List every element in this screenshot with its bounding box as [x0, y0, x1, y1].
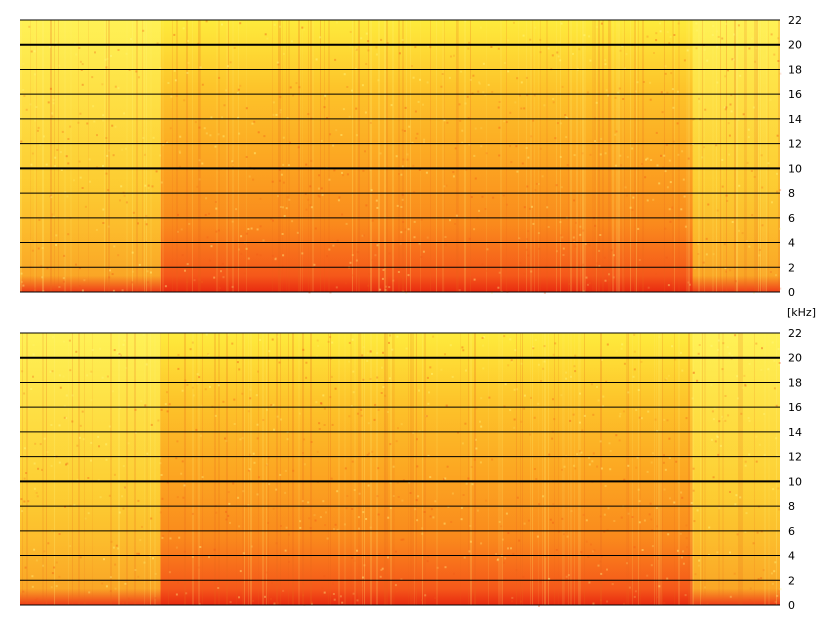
y-tick-label: 8 — [788, 500, 795, 513]
quiet-region-0 — [20, 20, 161, 292]
y-tick-label: 0 — [788, 286, 795, 299]
y-tick-label: 22 — [788, 14, 802, 27]
spectral-streaks — [22, 333, 777, 605]
spectral-speckle — [20, 333, 782, 607]
quiet-region-1 — [692, 333, 780, 605]
y-tick-label: 14 — [788, 113, 802, 126]
y-tick-label: 22 — [788, 327, 802, 340]
y-tick-label: 16 — [788, 401, 802, 414]
y-tick-label: 4 — [788, 550, 795, 563]
y-tick-label: 16 — [788, 88, 802, 101]
y-tick-label: 14 — [788, 426, 802, 439]
spectrogram-panel-bottom: 0 2 4 6 8 10 12 14 16 18 20 22 — [20, 327, 802, 612]
y-tick-label: 10 — [788, 475, 802, 488]
y-tick-label: 18 — [788, 63, 802, 76]
y-tick-label: 8 — [788, 187, 795, 200]
y-tick-label: 4 — [788, 237, 795, 250]
y-tick-label: 2 — [788, 261, 795, 274]
y-tick-label: 6 — [788, 525, 795, 538]
y-tick-label: 10 — [788, 162, 802, 175]
quiet-region-0 — [20, 333, 161, 605]
y-tick-label: 20 — [788, 39, 802, 52]
frequency-unit-label: [kHz] — [787, 306, 816, 319]
y-tick-label: 20 — [788, 352, 802, 365]
quiet-region-1 — [692, 20, 780, 292]
y-tick-label: 12 — [788, 138, 802, 151]
y-tick-label: 2 — [788, 574, 795, 587]
y-tick-label: 12 — [788, 451, 802, 464]
spectral-streaks — [20, 20, 780, 292]
y-tick-label: 18 — [788, 376, 802, 389]
spectrogram-panel-top: 0 2 4 6 8 10 12 14 16 18 20 22 — [20, 14, 802, 299]
y-tick-label: 0 — [788, 599, 795, 612]
y-tick-label: 6 — [788, 212, 795, 225]
